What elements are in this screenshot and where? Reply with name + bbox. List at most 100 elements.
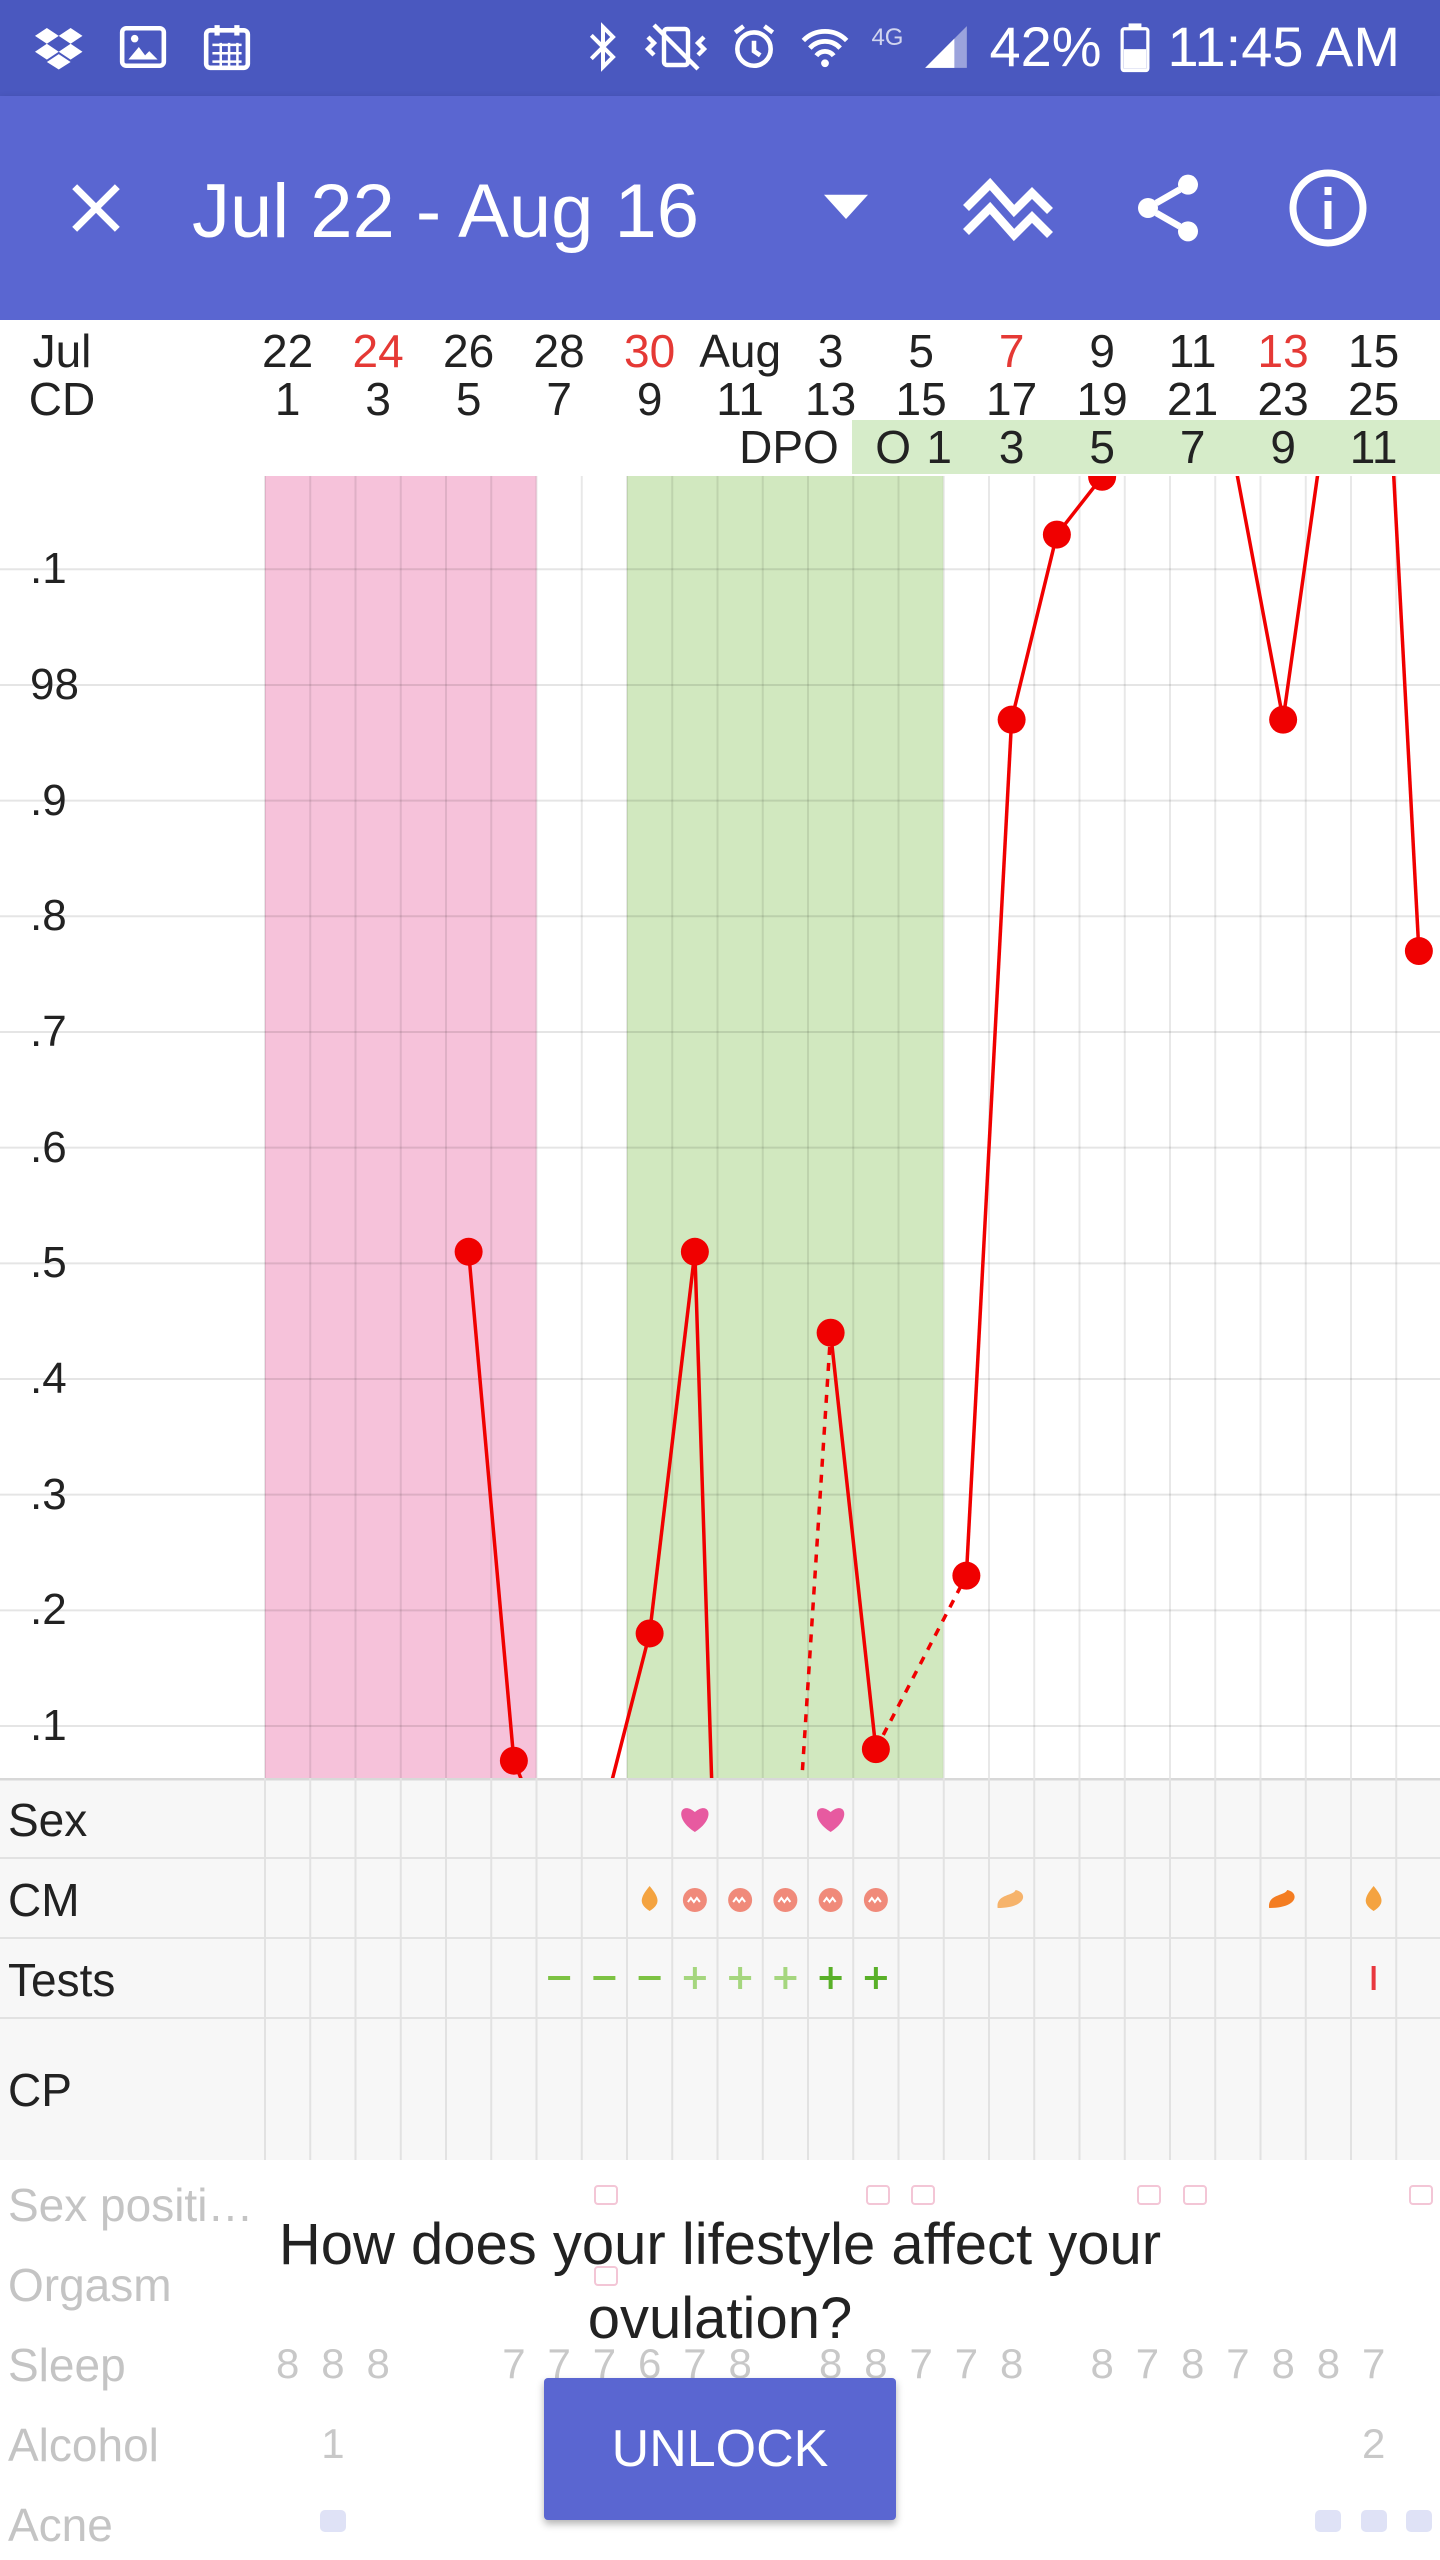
sex-position-marker <box>1408 2185 1433 2205</box>
dpo-label: DPO <box>739 421 839 473</box>
close-button[interactable] <box>36 148 156 268</box>
test-negative-icon[interactable] <box>638 1976 661 1980</box>
alcohol-value: 1 <box>321 2420 345 2467</box>
acne-marker <box>1360 2510 1387 2532</box>
orgasm-row-label: Orgasm <box>8 2259 172 2311</box>
acne-marker <box>1405 2510 1432 2532</box>
temperature-point[interactable] <box>1042 520 1071 549</box>
sex-position-marker <box>1182 2185 1207 2205</box>
sleep-value: 8 <box>1090 2340 1114 2387</box>
temperature-point[interactable] <box>635 1619 664 1648</box>
cm-eggwhite-icon-mark <box>732 1896 746 1904</box>
info-button[interactable] <box>1268 148 1388 268</box>
cycle-day-label: 17 <box>986 373 1038 425</box>
y-axis-label: .5 <box>30 1238 67 1288</box>
date-range-title[interactable]: Jul 22 - Aug 16 <box>192 169 700 254</box>
date-label: 3 <box>817 325 844 377</box>
temperature-point[interactable] <box>1404 937 1433 966</box>
vibrate-mute-icon <box>645 22 708 71</box>
alcohol-row-label: Alcohol <box>8 2419 159 2471</box>
cycle-day-label: 5 <box>455 373 482 425</box>
cycle-day-label: 3 <box>365 373 391 425</box>
sleep-value: 8 <box>275 2340 300 2387</box>
dpo-value: O <box>875 421 912 473</box>
dpo-band <box>852 420 1440 474</box>
share-icon <box>1138 174 1198 242</box>
chart-style-button[interactable] <box>948 148 1068 268</box>
temperature-point[interactable] <box>499 1746 528 1775</box>
wifi-icon <box>802 28 849 67</box>
cm-creamy-icon[interactable] <box>1268 1890 1295 1908</box>
cm-creamy-icon[interactable] <box>997 1890 1024 1908</box>
cm-eggwhite-icon-mark <box>687 1896 701 1904</box>
calendar-icon <box>203 25 251 71</box>
dpo-value: 3 <box>998 421 1025 473</box>
date-label: 30 <box>624 325 676 377</box>
test-positive-icon <box>692 1967 697 1989</box>
test-negative-icon[interactable] <box>593 1976 616 1980</box>
cycle-day-label: 19 <box>1076 373 1128 425</box>
cycle-day-label: 7 <box>546 373 572 425</box>
y-axis-label: .6 <box>30 1122 67 1172</box>
temperature-point[interactable] <box>680 1237 709 1266</box>
temperature-point[interactable] <box>997 705 1026 734</box>
fertile-window-band <box>627 476 944 1778</box>
date-label: 11 <box>1168 325 1217 377</box>
temperature-point[interactable] <box>816 1318 845 1347</box>
bbt-chart: .2 .1 98 .9 .8 .7 .6 .5 .4 .3 .2 .1 <box>0 476 1440 1778</box>
date-label: 22 <box>262 325 314 377</box>
signal-icon <box>925 25 968 68</box>
cycle-day-label: 23 <box>1257 373 1309 425</box>
test-positive-icon <box>873 1967 878 1989</box>
temperature-point[interactable] <box>454 1237 483 1266</box>
date-label: 7 <box>998 325 1025 377</box>
temperature-line <box>828 1332 878 1750</box>
dpo-value: 1 <box>926 421 952 473</box>
test-positive-icon <box>783 1967 788 1989</box>
sleep-value: 8 <box>1316 2340 1341 2387</box>
y-axis-label: .8 <box>30 891 67 941</box>
unlock-button[interactable]: UNLOCK <box>544 2378 896 2520</box>
sex-heart-icon[interactable] <box>681 1808 709 1832</box>
battery-icon <box>1120 22 1150 72</box>
date-label: 26 <box>443 325 495 377</box>
temperature-point[interactable] <box>952 1561 981 1590</box>
sleep-value: 8 <box>999 2340 1024 2387</box>
date-label: 13 <box>1257 325 1309 377</box>
cycle-day-label: 25 <box>1348 373 1400 425</box>
month-label: Jul <box>32 325 92 377</box>
temperature-point[interactable] <box>861 1735 890 1764</box>
dropdown-arrow-icon <box>824 194 868 219</box>
network-type: 4G <box>871 23 904 51</box>
temperature-line <box>1281 476 1320 720</box>
sex-position-marker <box>911 2185 936 2205</box>
temperature-line <box>1009 534 1059 721</box>
y-axis-label: .3 <box>30 1469 67 1519</box>
sleep-value: 8 <box>864 2340 888 2387</box>
temperature-line-dashed <box>800 1332 833 1778</box>
temperature-point[interactable] <box>1269 705 1298 734</box>
cm-drop-icon[interactable] <box>641 1886 658 1911</box>
rows-background <box>0 1778 1440 2160</box>
gallery-icon <box>119 25 167 69</box>
period-band <box>265 476 537 1778</box>
sex-heart-icon[interactable] <box>816 1808 845 1832</box>
cm-eggwhite-icon-mark <box>868 1896 882 1904</box>
dpo-value: 7 <box>1179 421 1206 473</box>
y-axis-label: .2 <box>30 476 67 479</box>
temperature-line-dashed <box>874 1574 968 1750</box>
share-button[interactable] <box>1108 148 1228 268</box>
acne-marker <box>1315 2510 1342 2532</box>
clock: 11:45 AM <box>1167 15 1400 78</box>
test-negative-icon[interactable] <box>548 1976 571 1980</box>
cycle-day-label: 15 <box>895 373 947 425</box>
battery-percent: 42% <box>989 15 1102 78</box>
temperature-point[interactable] <box>1088 476 1117 491</box>
cycle-day-label: 1 <box>274 373 301 425</box>
sleep-value: 7 <box>547 2340 571 2387</box>
cm-drop-icon[interactable] <box>1365 1886 1382 1911</box>
temperature-line <box>1235 476 1285 720</box>
date-range-dropdown[interactable] <box>786 148 906 268</box>
test-ovulation-icon[interactable] <box>1371 1966 1376 1990</box>
cp-row-label: CP <box>8 2064 72 2116</box>
